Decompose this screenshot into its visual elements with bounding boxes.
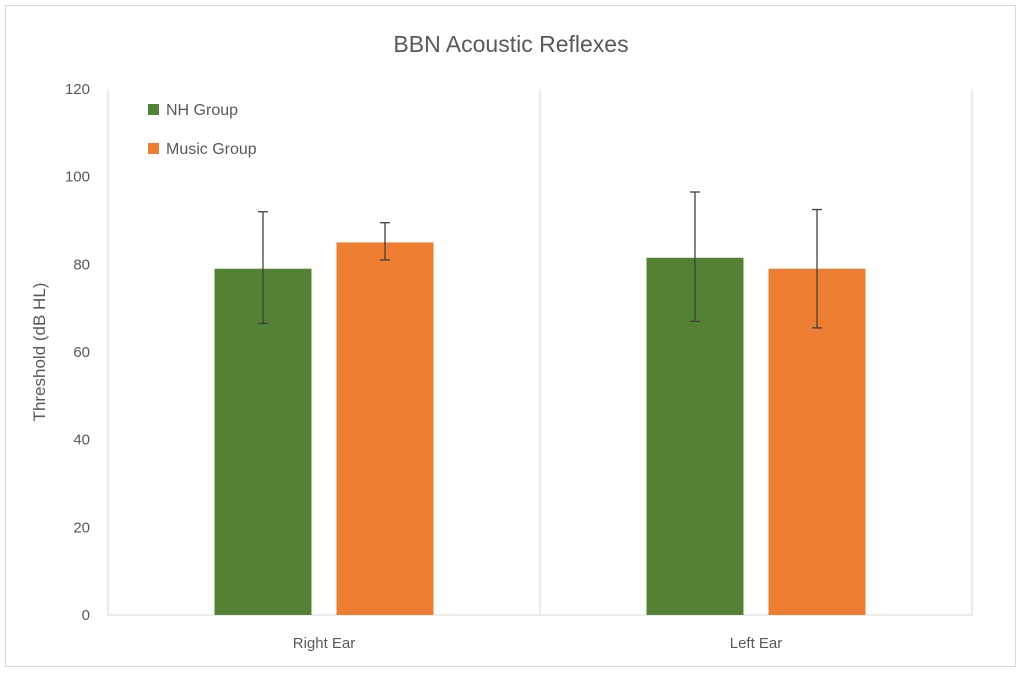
plot-area: 0 20 40 60 80 100 120 Right Ear Left Ear: [65, 81, 973, 652]
y-tick-label: 20: [73, 519, 90, 536]
legend-swatch: [148, 104, 159, 115]
x-tick-label: Right Ear: [293, 635, 356, 652]
bar: [336, 242, 434, 615]
chart-title: BBN Acoustic Reflexes: [393, 31, 628, 57]
y-tick-label: 60: [73, 344, 90, 361]
y-tick-label: 40: [73, 432, 90, 449]
legend-entry: NH Group: [166, 102, 238, 119]
legend: NH Group Music Group: [148, 102, 257, 158]
x-tick-label: Left Ear: [730, 635, 783, 652]
bar: [214, 268, 312, 615]
y-tick-label: 100: [65, 169, 90, 186]
legend-swatch: [148, 143, 159, 154]
y-tick-label: 0: [82, 607, 90, 624]
y-tick-label: 120: [65, 81, 90, 98]
y-axis-label: Threshold (dB HL): [30, 283, 49, 422]
y-tick-label: 80: [73, 256, 90, 273]
legend-entry: Music Group: [166, 141, 257, 158]
